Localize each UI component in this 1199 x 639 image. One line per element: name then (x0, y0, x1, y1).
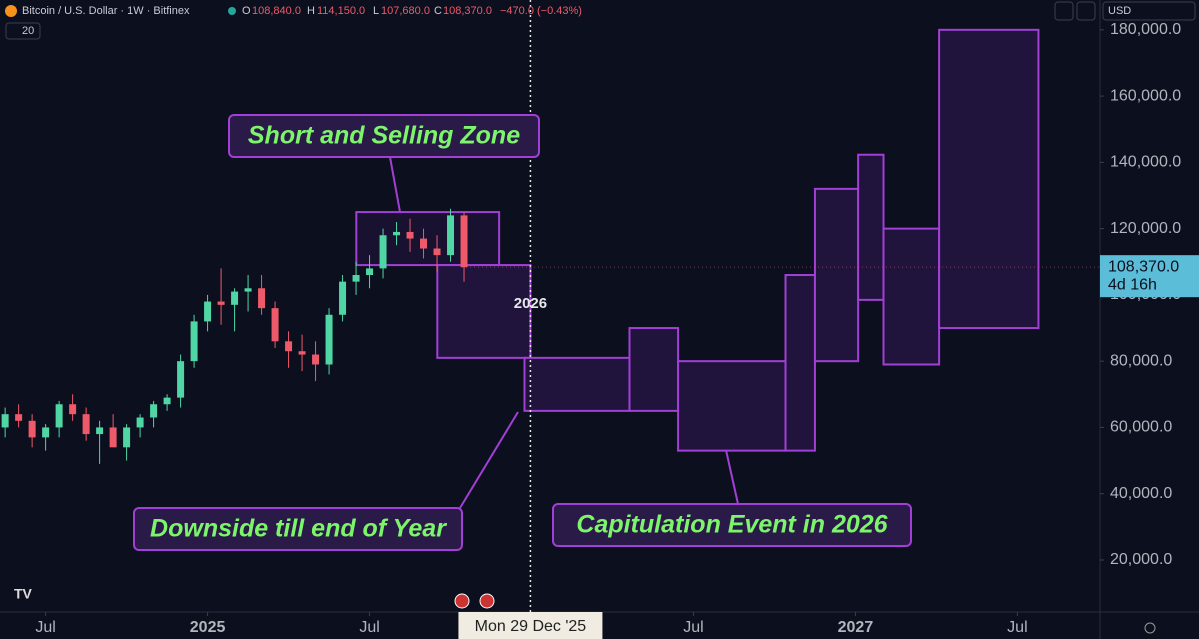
symbol-title: Bitcoin / U.S. Dollar · 1W · Bitfinex (22, 5, 190, 17)
coin-icon (5, 5, 17, 17)
ohlc-c-label: C (434, 5, 442, 17)
annotation-box (552, 503, 912, 547)
last-price-label: 108,370.0 (1108, 258, 1179, 275)
annotation: Capitulation Event in 2026 (576, 511, 888, 539)
crosshair-label-box (458, 612, 603, 639)
candle-body (55, 404, 63, 428)
settings-icon[interactable] (1144, 622, 1156, 634)
candle-body (163, 397, 171, 405)
ohlc-h-label: H (307, 5, 315, 17)
y-tick-label: 40,000.0 (1110, 485, 1172, 502)
candle-body (15, 414, 23, 421)
event-icon[interactable] (454, 593, 470, 609)
button-down[interactable] (1054, 1, 1074, 21)
annotation-box (228, 114, 540, 158)
candle-body (312, 354, 320, 365)
zone-box (938, 28, 1040, 330)
candle-body (433, 248, 441, 256)
ohlc-c: 108,370.0 (443, 5, 492, 17)
annotation-box (133, 507, 463, 551)
ohlc-l-label: L (373, 5, 379, 17)
candle-body (258, 288, 266, 309)
zone-box (677, 360, 787, 452)
y-tick-label: 160,000.0 (1110, 87, 1181, 104)
year-marker: 2026 (514, 295, 547, 312)
zone-box (628, 327, 680, 412)
ohlc-o-label: O (242, 5, 251, 17)
y-tick-label: 120,000.0 (1110, 220, 1181, 237)
currency-select[interactable] (1102, 1, 1196, 21)
candle-body (271, 308, 279, 342)
candle-body (339, 281, 347, 315)
candle-body (460, 215, 468, 268)
x-tick-label: Jul (1007, 619, 1027, 636)
candle-body (393, 231, 401, 236)
candle-body (1, 414, 9, 428)
crosshair-label: Mon 29 Dec '25 (475, 618, 587, 635)
y-tick-label: 80,000.0 (1110, 352, 1172, 369)
candle-body (217, 301, 225, 305)
candle-body (352, 275, 360, 282)
ohlc-o: 108,840.0 (252, 5, 301, 17)
candle-body (96, 427, 104, 435)
candle-body (379, 235, 387, 269)
candle-body (204, 301, 212, 322)
zone-box (784, 274, 816, 452)
x-tick-label: Jul (35, 619, 55, 636)
annotation: Downside till end of Year (150, 515, 447, 543)
zone-box (436, 264, 532, 359)
y-tick-label: 60,000.0 (1110, 419, 1172, 436)
candle-body (150, 404, 158, 418)
ohlc-h: 114,150.0 (317, 5, 365, 17)
callout-line (725, 449, 739, 505)
zone-box (857, 153, 885, 301)
candle-body (406, 231, 414, 239)
candle-body (42, 427, 50, 438)
callout-line (389, 156, 401, 213)
candle-body (136, 417, 144, 428)
candle-body (177, 361, 185, 398)
zone-box (523, 356, 631, 412)
candle-body (366, 268, 374, 276)
callout-line (459, 411, 519, 509)
countdown: 4d 16h (1108, 276, 1157, 293)
y-tick-label: 180,000.0 (1110, 21, 1181, 38)
zone-box (882, 227, 941, 366)
last-price-box (1100, 255, 1199, 298)
annotation: Short and Selling Zone (248, 122, 520, 150)
candle-body (28, 420, 36, 438)
x-tick-label: 2025 (190, 619, 226, 636)
candle-body (244, 288, 252, 292)
candle-body (69, 404, 77, 415)
status-dot (228, 7, 236, 15)
tv-logo: TV (14, 586, 33, 602)
y-tick-label: 20,000.0 (1110, 551, 1172, 568)
candle-body (123, 427, 131, 448)
ohlc-change: −470.0 (−0.43%) (500, 5, 582, 17)
zone-box (813, 187, 860, 363)
zone-box (355, 211, 501, 267)
candle-body (298, 351, 306, 355)
y-tick-label: 140,000.0 (1110, 154, 1181, 171)
indicator-box[interactable] (5, 22, 41, 40)
candle-body (285, 341, 293, 352)
candle-body (109, 427, 117, 448)
currency[interactable]: USD (1108, 5, 1131, 17)
candle-body (325, 314, 333, 365)
candle-body (82, 414, 90, 435)
event-icon[interactable] (479, 593, 495, 609)
x-tick-label: Jul (359, 619, 379, 636)
candle-body (231, 291, 239, 305)
ohlc-l: 107,680.0 (381, 5, 430, 17)
button-fit[interactable] (1076, 1, 1096, 21)
candle-body (190, 321, 198, 362)
x-tick-label: Jul (683, 619, 703, 636)
indicator[interactable]: 20 (22, 25, 34, 37)
candle-body (420, 238, 428, 249)
x-tick-label: 2027 (838, 619, 874, 636)
candle-body (447, 215, 455, 256)
